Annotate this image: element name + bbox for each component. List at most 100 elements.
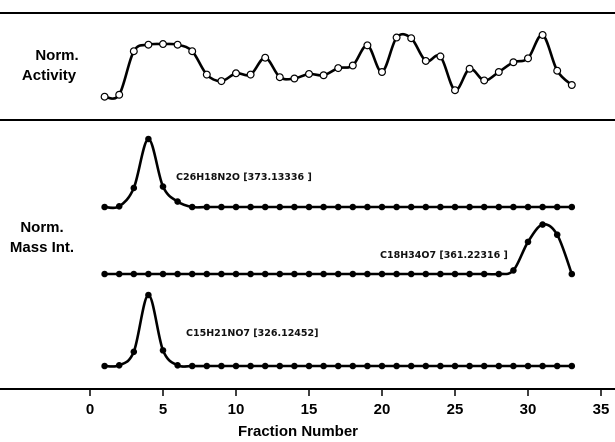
data-point-mass-intensity-2-19	[364, 362, 371, 370]
data-point-activity-0-17	[334, 64, 343, 73]
data-point-activity-0-18	[348, 61, 357, 70]
data-point-activity-0-16	[319, 71, 328, 80]
data-point-mass-intensity-2-30	[524, 362, 532, 370]
data-point-mass-intensity-0-6	[174, 198, 181, 205]
data-point-activity-0-21	[392, 33, 401, 42]
data-point-activity-0-13	[275, 73, 284, 82]
data-point-mass-intensity-0-4	[145, 135, 152, 143]
series-label-c15h21no7: C15H21NO7 [326.12452]	[186, 328, 318, 339]
data-point-activity-0-30	[523, 54, 532, 63]
data-point-mass-intensity-2-27	[480, 362, 488, 370]
data-point-mass-intensity-1-7	[188, 270, 196, 278]
data-point-activity-0-29	[509, 58, 518, 67]
data-point-activity-0-7	[188, 47, 197, 56]
data-point-mass-intensity-1-16	[320, 270, 327, 278]
data-point-activity-0-6	[173, 40, 182, 49]
x-tick-label-25: 25	[447, 401, 464, 418]
data-point-mass-intensity-1-25	[451, 270, 459, 278]
data-point-mass-intensity-2-33	[568, 362, 576, 370]
data-point-activity-0-24	[436, 52, 445, 61]
series-line-mass-intensity-2	[104, 293, 572, 368]
data-point-mass-intensity-2-10	[232, 362, 240, 370]
data-point-mass-intensity-1-27	[480, 270, 488, 278]
data-point-mass-intensity-2-18	[349, 362, 357, 370]
data-point-mass-intensity-2-29	[510, 362, 517, 370]
data-point-activity-0-14	[290, 74, 299, 83]
data-point-activity-0-10	[232, 69, 241, 78]
data-point-activity-0-25	[451, 86, 460, 95]
data-point-mass-intensity-2-15	[305, 362, 313, 370]
data-point-mass-intensity-1-3	[130, 270, 138, 278]
data-point-mass-intensity-2-23	[422, 362, 430, 370]
series-label-c18h34o7: C18H34O7 [361.22316 ]	[380, 250, 508, 261]
data-point-mass-intensity-2-14	[291, 362, 298, 370]
data-point-activity-0-3	[129, 47, 138, 56]
data-point-mass-intensity-0-26	[466, 203, 473, 211]
data-point-mass-intensity-1-33	[568, 270, 576, 278]
data-point-mass-intensity-0-17	[334, 203, 342, 211]
data-point-mass-intensity-0-32	[553, 203, 561, 211]
data-point-mass-intensity-1-29	[510, 267, 517, 274]
data-point-mass-intensity-0-22	[407, 203, 415, 211]
data-point-mass-intensity-1-13	[276, 270, 284, 278]
data-point-activity-0-5	[159, 40, 168, 49]
data-point-mass-intensity-1-17	[334, 270, 342, 278]
data-point-mass-intensity-1-2	[115, 270, 123, 278]
data-point-mass-intensity-1-32	[553, 231, 561, 239]
data-point-mass-intensity-0-7	[188, 203, 196, 211]
data-point-mass-intensity-2-7	[188, 362, 196, 370]
data-point-mass-intensity-0-12	[261, 203, 269, 211]
data-point-mass-intensity-1-10	[232, 270, 240, 278]
data-point-mass-intensity-1-9	[218, 270, 225, 278]
data-point-mass-intensity-2-25	[451, 362, 459, 370]
data-point-activity-0-23	[421, 56, 430, 65]
data-point-mass-intensity-1-19	[364, 270, 371, 278]
data-point-mass-intensity-2-5	[159, 347, 167, 354]
data-point-activity-0-9	[217, 77, 226, 86]
data-point-mass-intensity-0-30	[524, 203, 532, 211]
x-tick-label-35: 35	[593, 401, 610, 418]
data-point-mass-intensity-0-18	[349, 203, 357, 211]
data-point-activity-0-20	[378, 67, 387, 76]
data-point-mass-intensity-1-15	[305, 270, 313, 278]
data-point-mass-intensity-0-5	[159, 183, 167, 190]
data-point-mass-intensity-0-28	[495, 203, 503, 211]
data-point-activity-0-33	[567, 80, 576, 89]
data-point-activity-0-2	[115, 90, 124, 99]
data-point-mass-intensity-2-31	[539, 362, 546, 370]
data-point-mass-intensity-2-1	[101, 362, 108, 370]
data-point-mass-intensity-0-13	[276, 203, 284, 211]
data-point-mass-intensity-2-28	[495, 362, 503, 370]
x-tick-label-15: 15	[301, 401, 318, 418]
data-point-activity-0-27	[480, 76, 489, 85]
x-tick-label-5: 5	[159, 401, 167, 418]
activity-ylabel-line1: Norm.	[35, 47, 78, 64]
data-point-mass-intensity-2-6	[174, 361, 181, 369]
data-point-mass-intensity-2-8	[203, 362, 211, 370]
data-point-mass-intensity-0-8	[203, 203, 211, 211]
data-point-mass-intensity-0-1	[101, 203, 108, 211]
data-point-mass-intensity-1-12	[261, 270, 269, 278]
data-point-mass-intensity-2-20	[378, 362, 386, 370]
data-point-mass-intensity-0-25	[451, 203, 459, 211]
data-point-activity-0-19	[363, 41, 372, 50]
mass-ylabel-line1: Norm.	[20, 219, 63, 236]
data-point-activity-0-8	[202, 70, 211, 79]
data-point-mass-intensity-2-16	[320, 362, 327, 370]
data-point-mass-intensity-2-13	[276, 362, 284, 370]
data-point-mass-intensity-1-23	[422, 270, 430, 278]
x-axis-title: Fraction Number	[238, 423, 358, 440]
data-point-activity-0-28	[494, 67, 503, 76]
data-point-activity-0-12	[261, 53, 270, 62]
data-point-mass-intensity-0-20	[378, 203, 386, 211]
data-point-activity-0-4	[144, 40, 153, 49]
data-point-activity-0-22	[407, 34, 416, 43]
data-point-mass-intensity-1-26	[466, 270, 473, 278]
data-point-mass-intensity-1-22	[407, 270, 415, 278]
data-point-mass-intensity-1-4	[145, 270, 152, 278]
x-tick-label-10: 10	[228, 401, 245, 418]
data-point-mass-intensity-1-6	[174, 270, 181, 278]
x-tick-label-0: 0	[86, 401, 94, 418]
data-point-mass-intensity-1-28	[495, 270, 503, 278]
